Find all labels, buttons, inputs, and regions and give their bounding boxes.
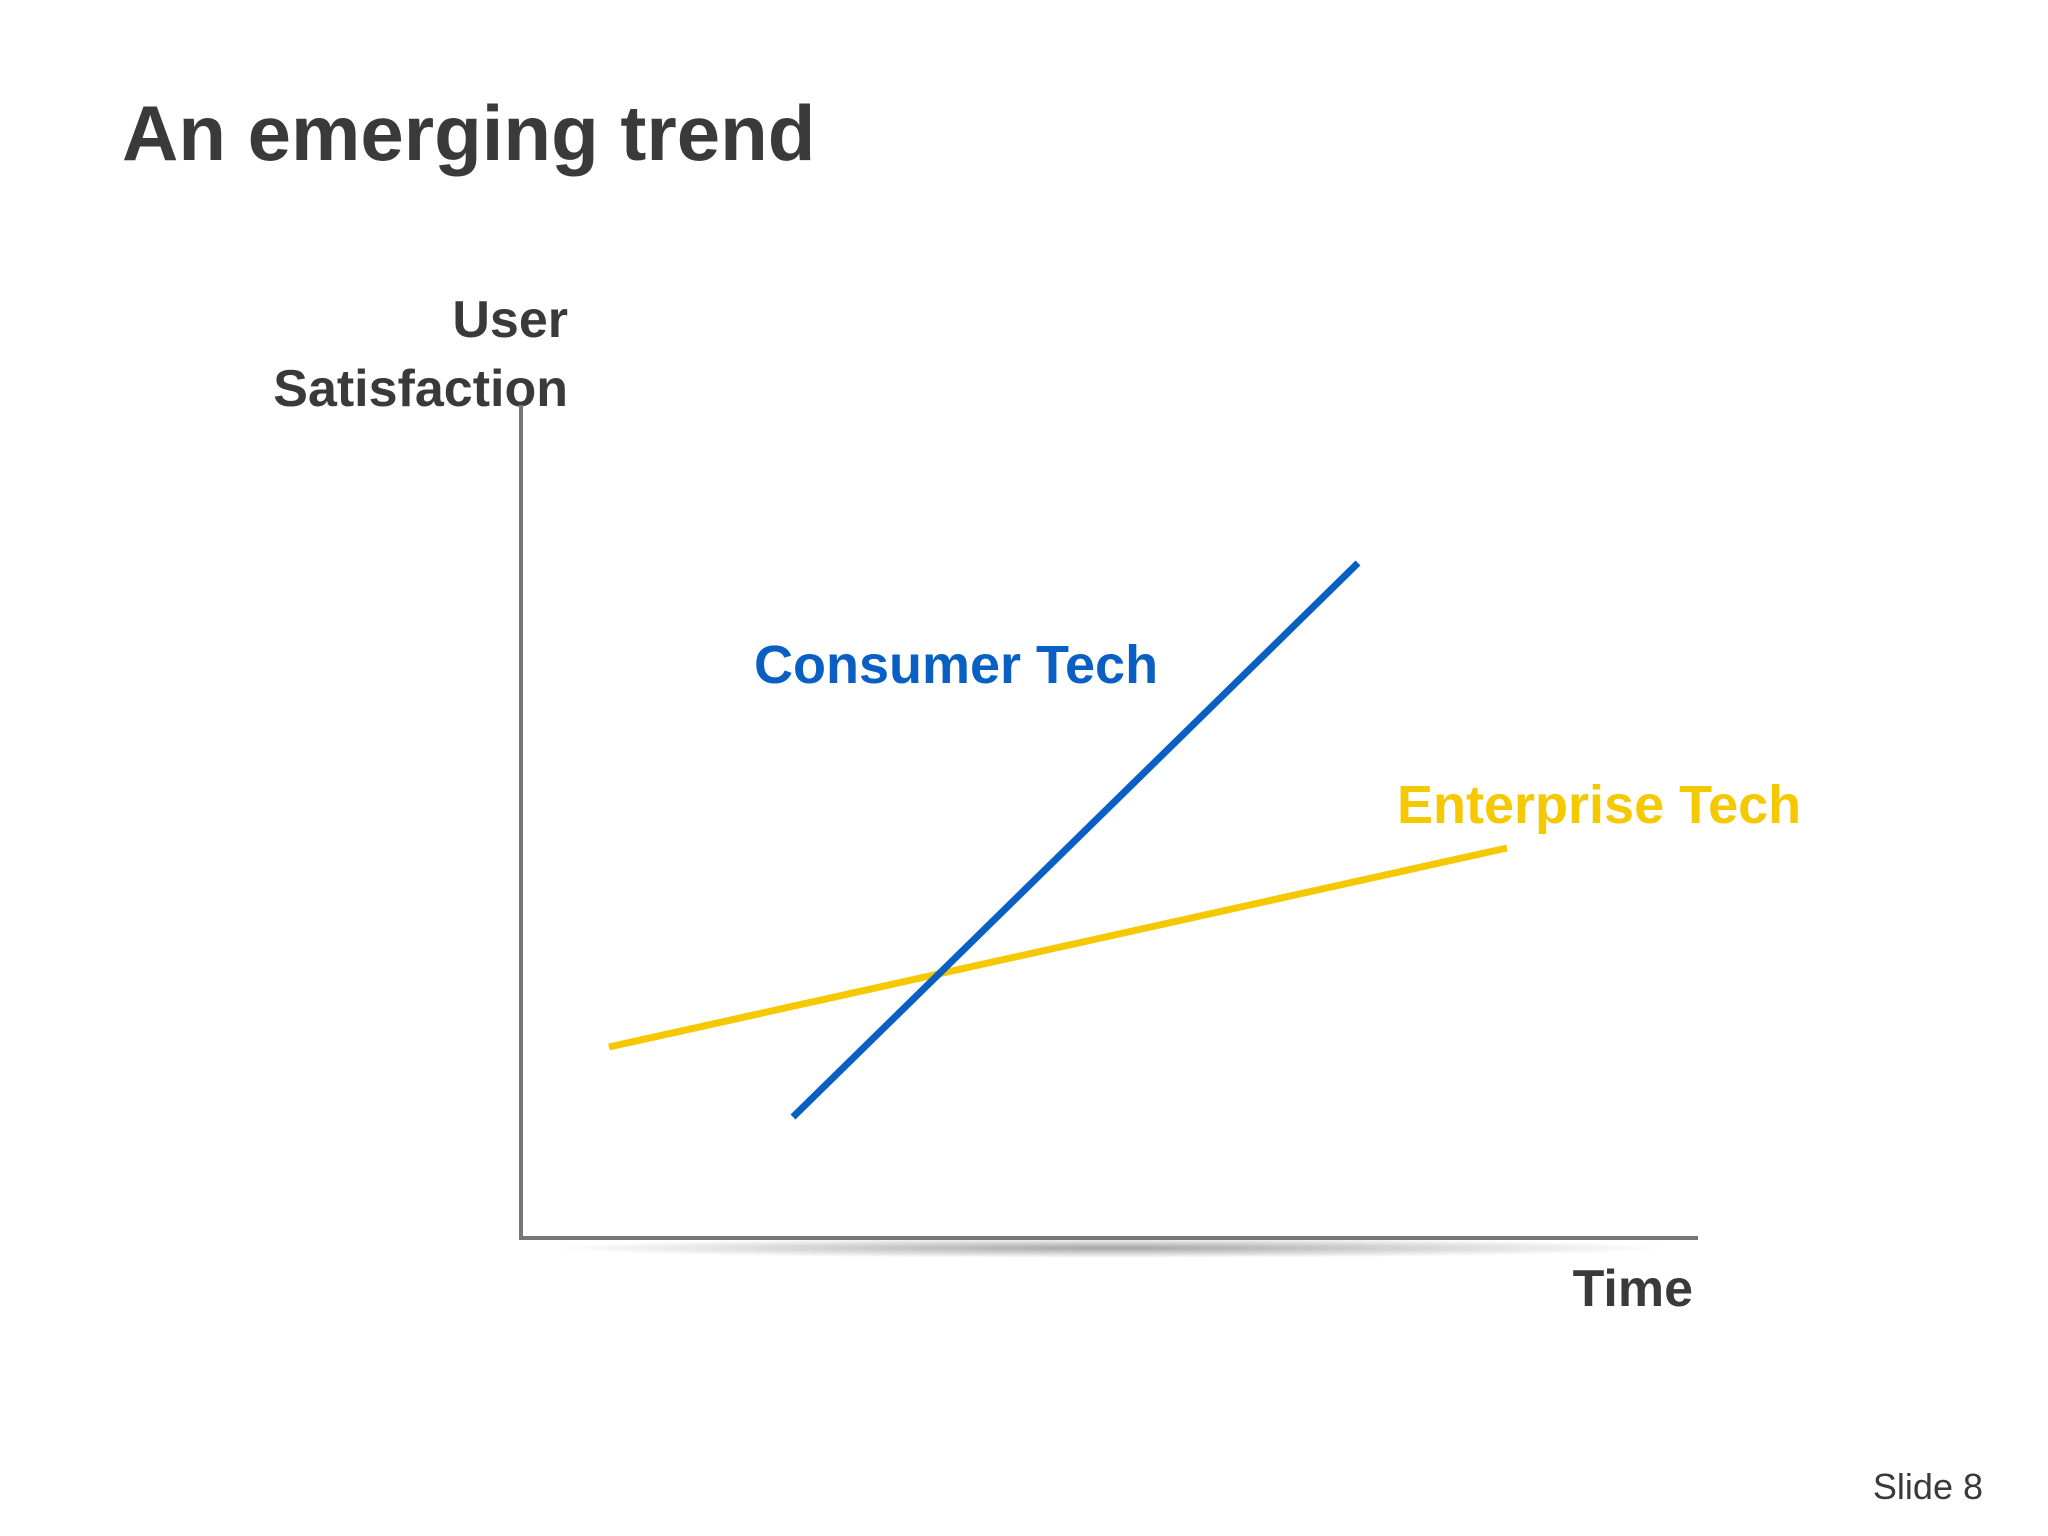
y-axis-label: User xyxy=(452,291,568,349)
slide-title: An emerging trend xyxy=(122,89,815,177)
slide-number: Slide 8 xyxy=(1873,1466,1983,1507)
axis-shadow xyxy=(550,1238,1670,1258)
x-axis-label: Time xyxy=(1573,1260,1693,1318)
y-axis-label: Satisfaction xyxy=(273,360,568,418)
line-label: Consumer Tech xyxy=(754,635,1158,695)
enterprise-line xyxy=(608,844,1508,1051)
line-label: Enterprise Tech xyxy=(1397,775,1801,835)
consumer-line xyxy=(790,560,1361,1120)
